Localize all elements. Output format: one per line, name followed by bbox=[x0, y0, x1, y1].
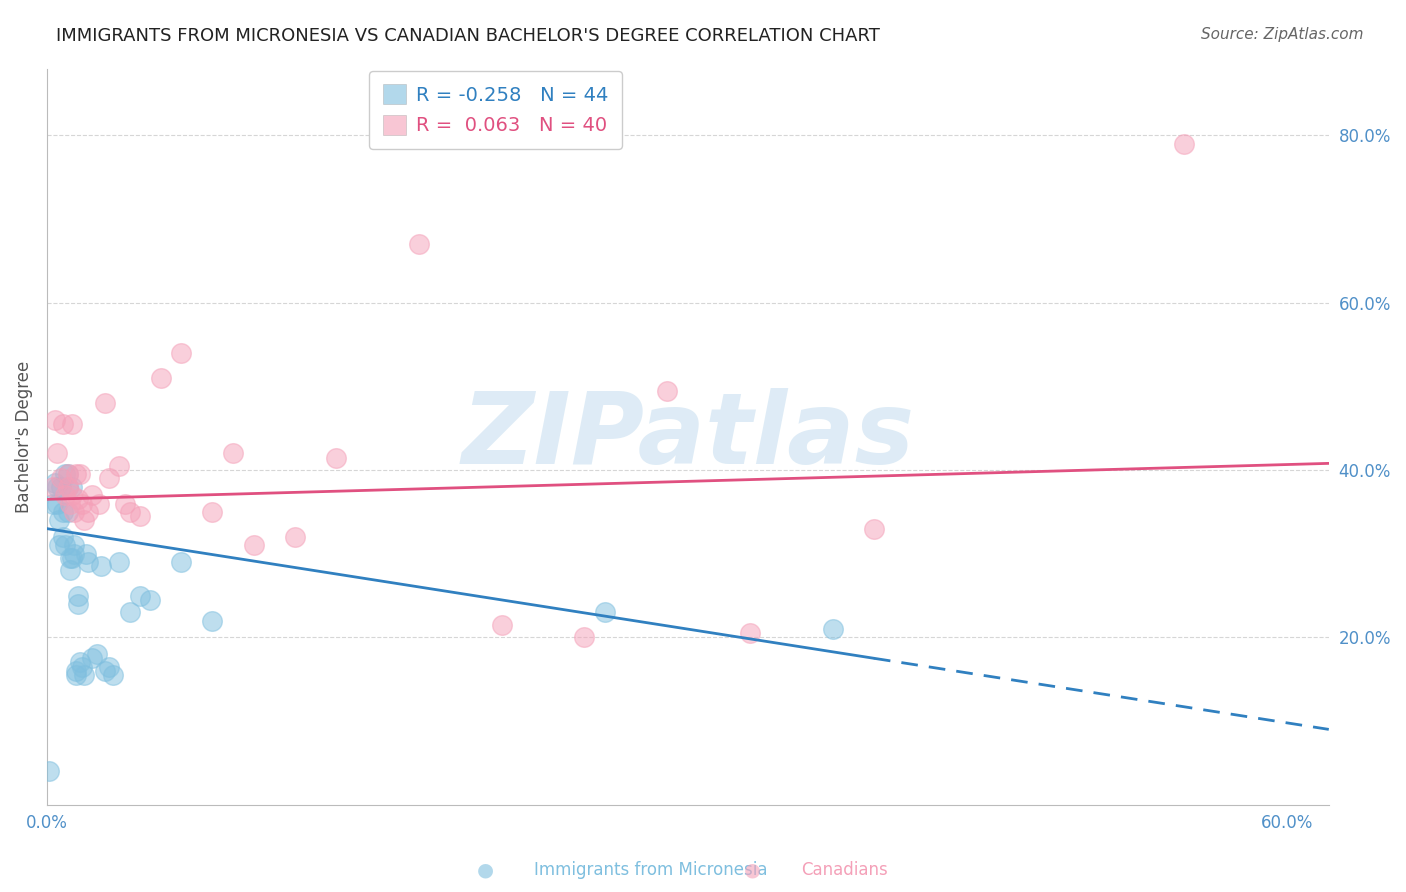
Point bbox=[108, 458, 131, 473]
Point bbox=[242, 538, 264, 552]
Point bbox=[201, 505, 224, 519]
Point bbox=[821, 622, 844, 636]
Point bbox=[51, 480, 73, 494]
Point bbox=[48, 513, 70, 527]
Point bbox=[87, 496, 110, 510]
Point bbox=[325, 450, 347, 465]
Point bbox=[52, 417, 75, 431]
Point bbox=[46, 446, 69, 460]
Point bbox=[46, 496, 69, 510]
Point bbox=[118, 505, 141, 519]
Point bbox=[94, 396, 117, 410]
Point bbox=[101, 668, 124, 682]
Point bbox=[69, 467, 91, 482]
Point bbox=[149, 371, 172, 385]
Point bbox=[114, 496, 136, 510]
Point bbox=[44, 413, 66, 427]
Point bbox=[52, 530, 75, 544]
Point bbox=[657, 384, 679, 398]
Point bbox=[66, 492, 89, 507]
Point bbox=[55, 538, 77, 552]
Point bbox=[129, 509, 152, 524]
Point bbox=[170, 346, 193, 360]
Point bbox=[62, 538, 84, 552]
Point bbox=[56, 467, 79, 482]
Point bbox=[62, 505, 84, 519]
Point bbox=[82, 488, 104, 502]
Point bbox=[75, 547, 97, 561]
Point bbox=[222, 446, 245, 460]
Point bbox=[94, 664, 117, 678]
Point bbox=[55, 467, 77, 482]
Point bbox=[574, 631, 596, 645]
Point bbox=[66, 597, 89, 611]
Point bbox=[60, 417, 83, 431]
Point bbox=[60, 550, 83, 565]
Point bbox=[56, 480, 79, 494]
Text: Immigrants from Micronesia: Immigrants from Micronesia bbox=[534, 861, 768, 879]
Text: Canadians: Canadians bbox=[801, 861, 889, 879]
Point bbox=[55, 488, 77, 502]
Point bbox=[60, 488, 83, 502]
Point bbox=[46, 480, 69, 494]
Point bbox=[108, 555, 131, 569]
Point bbox=[97, 659, 120, 673]
Point bbox=[56, 480, 79, 494]
Y-axis label: Bachelor's Degree: Bachelor's Degree bbox=[15, 360, 32, 513]
Point bbox=[44, 475, 66, 490]
Point bbox=[118, 605, 141, 619]
Text: ●: ● bbox=[744, 860, 761, 880]
Point bbox=[56, 505, 79, 519]
Point bbox=[593, 605, 616, 619]
Point bbox=[77, 555, 100, 569]
Text: IMMIGRANTS FROM MICRONESIA VS CANADIAN BACHELOR'S DEGREE CORRELATION CHART: IMMIGRANTS FROM MICRONESIA VS CANADIAN B… bbox=[56, 27, 880, 45]
Point bbox=[42, 480, 65, 494]
Point bbox=[70, 659, 93, 673]
Point bbox=[86, 647, 108, 661]
Point bbox=[129, 589, 152, 603]
Point bbox=[77, 505, 100, 519]
Point bbox=[738, 626, 761, 640]
Point bbox=[65, 664, 87, 678]
Point bbox=[59, 564, 82, 578]
Point bbox=[70, 496, 93, 510]
Point bbox=[59, 496, 82, 510]
Point bbox=[408, 237, 430, 252]
Point bbox=[62, 547, 84, 561]
Point bbox=[51, 471, 73, 485]
Point bbox=[97, 471, 120, 485]
Legend: R = -0.258   N = 44, R =  0.063   N = 40: R = -0.258 N = 44, R = 0.063 N = 40 bbox=[370, 70, 621, 149]
Point bbox=[52, 505, 75, 519]
Point bbox=[139, 592, 162, 607]
Point bbox=[60, 480, 83, 494]
Point bbox=[201, 614, 224, 628]
Point bbox=[863, 522, 886, 536]
Text: ●: ● bbox=[477, 860, 494, 880]
Point bbox=[73, 668, 96, 682]
Point bbox=[82, 651, 104, 665]
Point bbox=[56, 467, 79, 482]
Point bbox=[66, 589, 89, 603]
Text: Source: ZipAtlas.com: Source: ZipAtlas.com bbox=[1201, 27, 1364, 42]
Point bbox=[69, 656, 91, 670]
Point bbox=[59, 550, 82, 565]
Point bbox=[48, 538, 70, 552]
Point bbox=[73, 513, 96, 527]
Text: ZIPatlas: ZIPatlas bbox=[461, 388, 914, 485]
Point bbox=[65, 467, 87, 482]
Point bbox=[38, 764, 60, 779]
Point bbox=[1173, 136, 1195, 151]
Point bbox=[170, 555, 193, 569]
Point bbox=[65, 668, 87, 682]
Point bbox=[90, 559, 112, 574]
Point bbox=[42, 496, 65, 510]
Point bbox=[491, 617, 513, 632]
Point bbox=[284, 530, 307, 544]
